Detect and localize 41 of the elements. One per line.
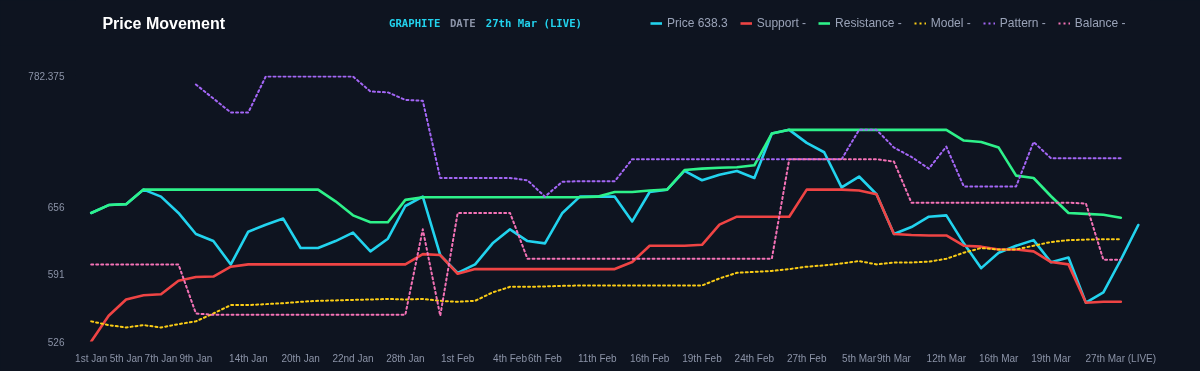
x-tick-label: 20th Jan	[281, 352, 320, 364]
y-tick-label: 782.375	[28, 70, 65, 82]
x-tick-label: 1st Jan	[75, 352, 108, 364]
chart-title: Price Movement	[102, 14, 226, 32]
y-tick-label: 656	[47, 201, 65, 213]
y-tick-label: 526	[47, 336, 65, 348]
x-tick-label: 12th Mar	[926, 352, 967, 364]
x-tick-label: 16th Mar	[978, 352, 1020, 364]
x-tick-label: 1st Feb	[441, 352, 475, 364]
x-tick-label: 5th Jan	[109, 352, 143, 364]
legend-label: Price 638.3	[667, 16, 728, 30]
x-tick-label: 9th Jan	[179, 352, 213, 364]
text: 27th Mar (LIVE)	[485, 16, 583, 30]
x-tick-label: 28th Jan	[386, 352, 425, 364]
line-series	[89, 188, 1123, 342]
x-tick-label: 7th Jan	[144, 352, 178, 364]
x-tick-label: 19th Mar	[1031, 352, 1072, 364]
line-series	[89, 128, 1123, 224]
line-series	[194, 75, 1122, 198]
text: DATE	[449, 16, 476, 30]
x-tick-label: 27th Mar (LIVE)	[1085, 352, 1157, 364]
x-tick-label: 27th Feb	[786, 352, 827, 364]
x-tick-label: 4th Feb	[493, 352, 528, 364]
x-tick-label: 5th Mar	[842, 352, 877, 364]
x-tick-label: 14th Jan	[229, 352, 268, 364]
line-series	[90, 158, 1122, 317]
legend-label: Pattern -	[999, 16, 1046, 30]
legend-label: Balance -	[1074, 16, 1126, 30]
legend-label: Support -	[756, 16, 807, 30]
x-tick-label: 11th Feb	[577, 352, 618, 364]
x-tick-label: 19th Feb	[682, 352, 723, 364]
x-tick-label: 24th Feb	[734, 352, 775, 364]
y-tick-label: 591	[47, 269, 65, 281]
line-series	[90, 238, 1122, 329]
text: GRAPHITE	[389, 16, 441, 30]
legend-label: Model -	[930, 16, 971, 30]
x-tick-label: 6th Feb	[527, 352, 563, 364]
x-tick-label: 9th Mar	[877, 352, 912, 364]
x-tick-label: 16th Feb	[629, 352, 670, 364]
legend-label: Resistance -	[835, 16, 902, 30]
x-tick-label: 22nd Jan	[332, 352, 374, 364]
